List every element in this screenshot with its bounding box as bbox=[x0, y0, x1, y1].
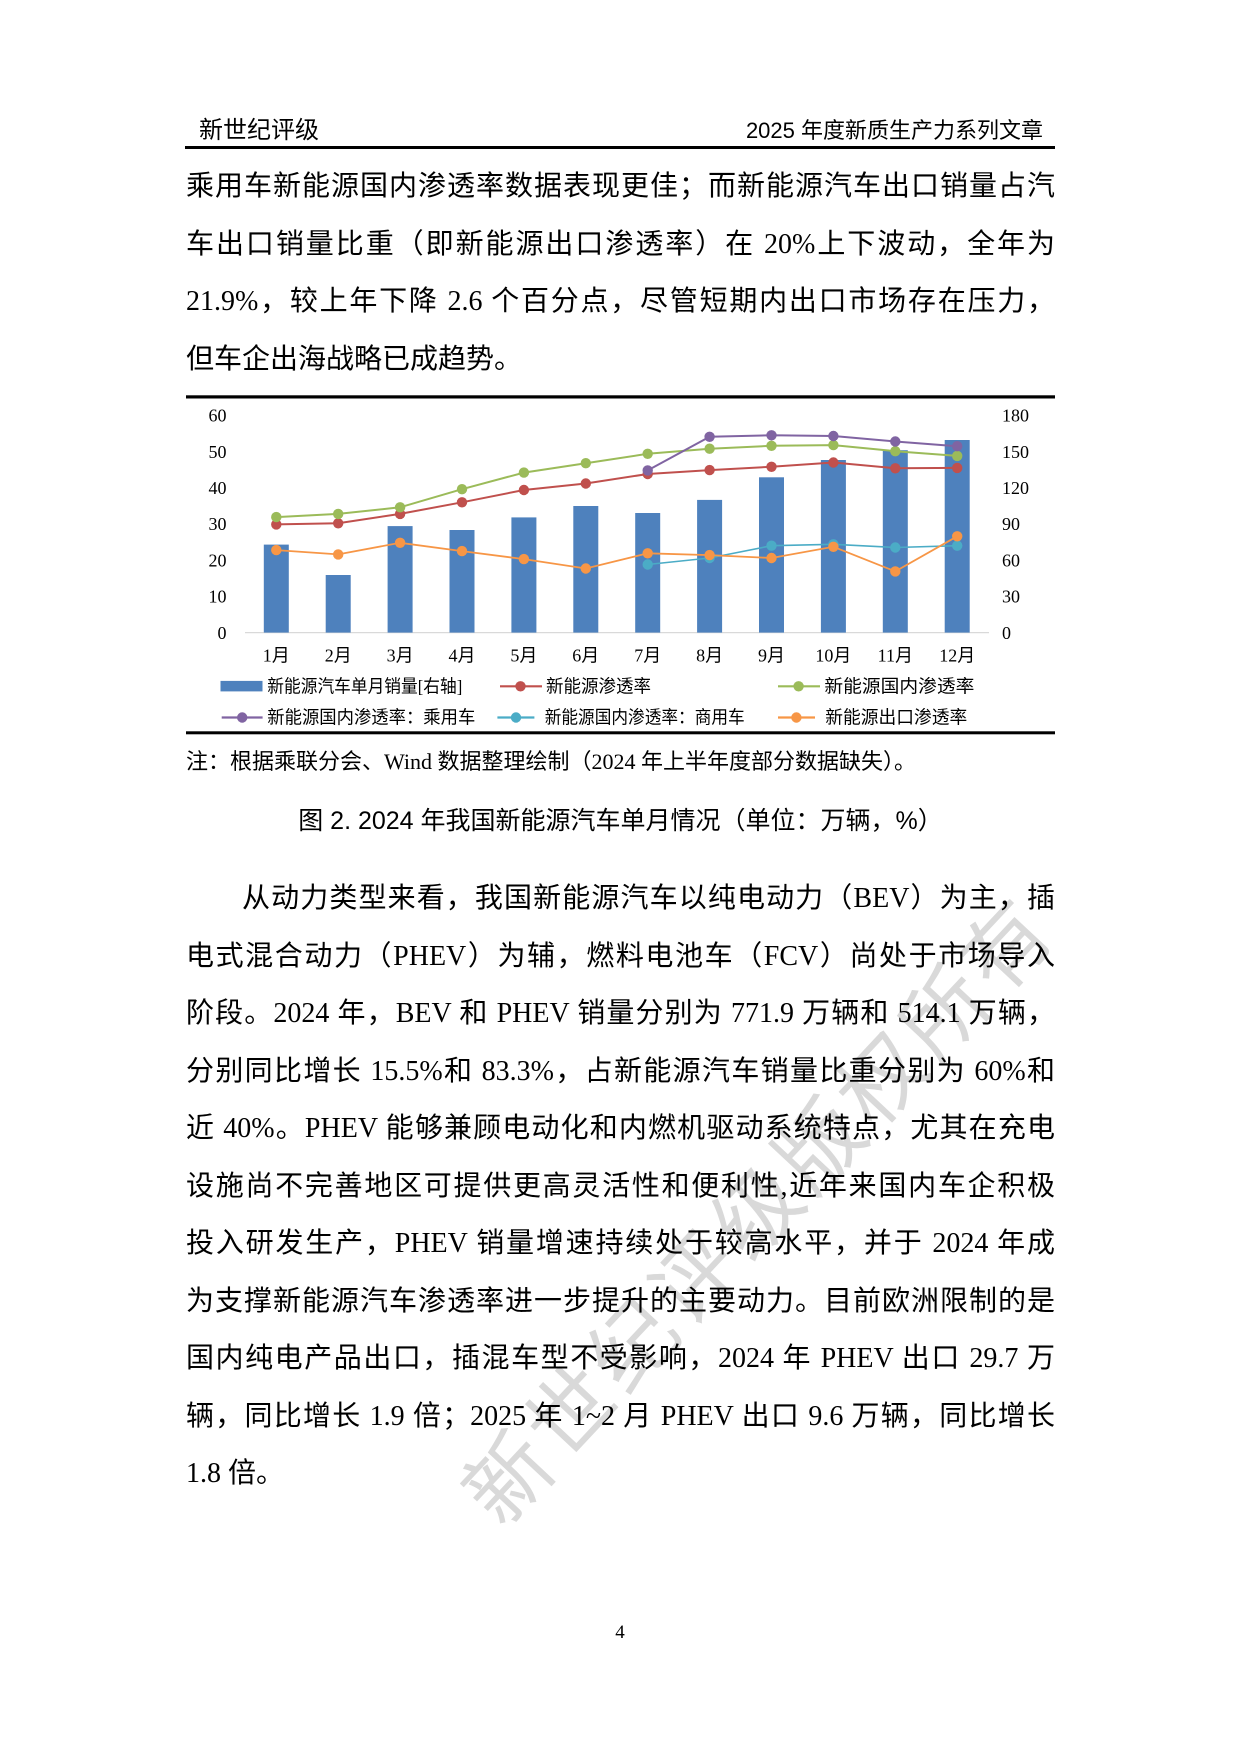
svg-text:0: 0 bbox=[1002, 623, 1011, 643]
svg-text:新能源汽车单月销量[右轴]: 新能源汽车单月销量[右轴] bbox=[267, 676, 462, 696]
svg-text:6月: 6月 bbox=[572, 646, 599, 666]
svg-text:12月: 12月 bbox=[939, 646, 975, 666]
svg-text:40: 40 bbox=[209, 478, 227, 498]
svg-text:2月: 2月 bbox=[325, 646, 352, 666]
svg-text:7月: 7月 bbox=[634, 646, 661, 666]
svg-text:5月: 5月 bbox=[510, 646, 537, 666]
svg-text:180: 180 bbox=[1002, 406, 1029, 426]
svg-text:新能源出口渗透率: 新能源出口渗透率 bbox=[825, 708, 967, 728]
svg-text:30: 30 bbox=[209, 514, 227, 534]
svg-text:新能源国内渗透率：乘用车: 新能源国内渗透率：乘用车 bbox=[267, 708, 475, 728]
svg-text:30: 30 bbox=[1002, 587, 1020, 607]
svg-text:9月: 9月 bbox=[758, 646, 785, 666]
svg-text:60: 60 bbox=[1002, 550, 1020, 570]
svg-text:20: 20 bbox=[209, 550, 227, 570]
svg-text:1月: 1月 bbox=[263, 646, 290, 666]
svg-text:120: 120 bbox=[1002, 478, 1029, 498]
svg-text:90: 90 bbox=[1002, 514, 1020, 534]
svg-text:60: 60 bbox=[209, 406, 227, 426]
svg-text:4月: 4月 bbox=[449, 646, 476, 666]
svg-text:50: 50 bbox=[209, 442, 227, 462]
svg-text:3月: 3月 bbox=[387, 646, 414, 666]
svg-text:10月: 10月 bbox=[815, 646, 851, 666]
svg-text:0: 0 bbox=[218, 623, 227, 643]
svg-text:150: 150 bbox=[1002, 442, 1029, 462]
svg-text:新能源渗透率: 新能源渗透率 bbox=[546, 676, 651, 696]
svg-text:8月: 8月 bbox=[696, 646, 723, 666]
svg-text:10: 10 bbox=[209, 587, 227, 607]
svg-text:11月: 11月 bbox=[878, 646, 913, 666]
svg-text:新能源国内渗透率: 新能源国内渗透率 bbox=[824, 676, 974, 696]
svg-text:新能源国内渗透率：商用车: 新能源国内渗透率：商用车 bbox=[545, 708, 745, 728]
